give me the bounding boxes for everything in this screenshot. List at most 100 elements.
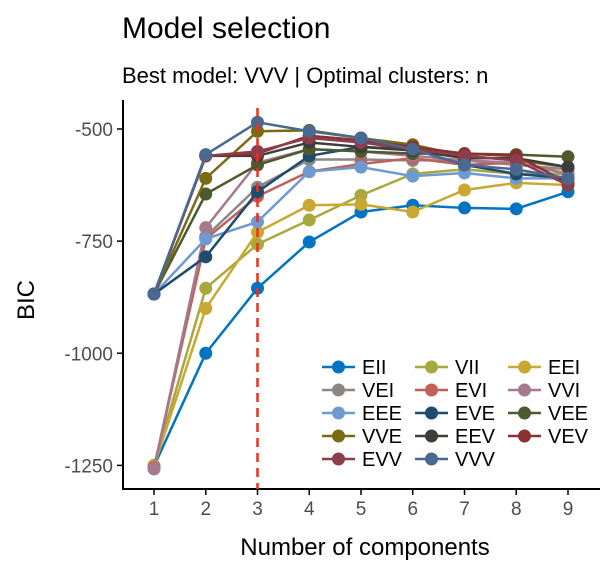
data-point-VII: [302, 213, 316, 227]
legend-item-EII: EII: [322, 357, 386, 379]
legend-label: EVV: [362, 449, 403, 471]
series-VVV: [147, 115, 575, 301]
data-point-VEE: [251, 158, 264, 172]
legend-key-point: [332, 383, 345, 397]
legend-key-point: [332, 452, 345, 466]
legend-key-point: [518, 383, 531, 397]
data-point-EEV: [561, 160, 575, 174]
legend-label: EEE: [362, 403, 402, 425]
legend: EII VII EEI VEI EVI VVI EEE EVE VEE VVE EEV VEV EVV V…: [322, 357, 589, 471]
legend-label: EVE: [455, 403, 495, 425]
data-point-EVE: [199, 250, 213, 264]
legend-label: EEI: [548, 357, 580, 379]
x-tick-label: 8: [511, 499, 522, 520]
legend-item-EEI: EEI: [508, 357, 580, 379]
data-point-VEE: [561, 150, 575, 164]
legend-item-VEV: VEV: [508, 426, 589, 448]
legend-label: VEV: [548, 426, 589, 448]
legend-item-VEE: VEE: [508, 403, 588, 425]
data-point-EVV: [458, 149, 471, 163]
legend-item-VVE: VVE: [322, 426, 402, 448]
y-tick-label: -750: [75, 232, 113, 253]
legend-label: VVI: [548, 380, 580, 402]
data-point-VVV: [354, 131, 368, 145]
legend-item-EEE: EEE: [322, 403, 402, 425]
legend-item-VII: VII: [415, 357, 479, 379]
data-point-VVV: [251, 115, 264, 129]
y-tick-label: -1000: [64, 344, 113, 365]
data-point-VVV: [147, 287, 161, 301]
legend-key-point: [425, 360, 438, 374]
plot-panel: -500 -750 -1000 -1250 1 2 3 4 5 6 7 8 9: [64, 100, 600, 520]
data-point-VVV: [458, 158, 471, 172]
legend-label: VVE: [362, 426, 402, 448]
data-point-EEI: [458, 183, 471, 197]
x-axis-label: Number of components: [240, 534, 489, 561]
chart-subtitle: Best model: VVV | Optimal clusters: n: [122, 63, 488, 88]
data-point-EEI: [199, 301, 213, 315]
data-point-VVV: [509, 162, 523, 176]
legend-key-point: [518, 406, 531, 420]
legend-item-VVI: VVI: [508, 380, 580, 402]
legend-label: EEV: [455, 426, 496, 448]
data-point-EEE: [406, 169, 420, 183]
x-tick-label: 4: [304, 499, 315, 520]
data-point-EEE: [199, 232, 213, 246]
x-tick-label: 7: [459, 499, 470, 520]
data-point-EEI: [406, 205, 420, 219]
legend-item-VVV: VVV: [415, 449, 496, 471]
legend-label: VII: [455, 357, 479, 379]
x-tick-label: 3: [252, 499, 263, 520]
data-point-VII: [199, 281, 213, 295]
legend-item-EVE: EVE: [415, 403, 495, 425]
data-point-EII: [458, 201, 471, 215]
data-point-EVV: [251, 144, 264, 158]
legend-label: EII: [362, 357, 386, 379]
data-point-VII: [354, 188, 368, 202]
legend-key-point: [332, 406, 345, 420]
x-tick-label: 1: [149, 499, 160, 520]
data-point-VVE: [199, 171, 213, 185]
data-point-EVV: [509, 153, 523, 167]
legend-label: VVV: [455, 449, 496, 471]
y-axis-label: BIC: [13, 280, 40, 320]
data-point-VVI: [147, 462, 161, 476]
data-point-EII: [199, 346, 213, 360]
data-point-EEE: [354, 160, 368, 174]
legend-label: EVI: [455, 380, 487, 402]
legend-item-EVV: EVV: [322, 449, 403, 471]
series-line-EII: [152, 190, 569, 467]
legend-key-point: [425, 383, 438, 397]
legend-item-VEI: VEI: [322, 380, 394, 402]
data-point-EEI: [354, 197, 368, 211]
x-tick-label: 2: [200, 499, 211, 520]
y-tick-label: -1250: [64, 456, 113, 477]
data-point-VVV: [406, 142, 420, 156]
chart-title: Model selection: [122, 12, 330, 45]
legend-item-EVI: EVI: [415, 380, 487, 402]
legend-key-point: [332, 429, 345, 443]
legend-key-point: [425, 406, 438, 420]
legend-key-point: [332, 360, 345, 374]
x-tick-label: 9: [563, 499, 574, 520]
legend-key-point: [518, 360, 531, 374]
y-tick-label: -500: [75, 120, 113, 141]
data-point-VVV: [561, 171, 575, 185]
data-point-VEE: [199, 187, 213, 201]
data-point-VVV: [199, 148, 213, 162]
data-point-EII: [302, 235, 316, 249]
data-point-EEI: [302, 198, 316, 212]
legend-key-point: [518, 429, 531, 443]
legend-label: VEI: [362, 380, 394, 402]
data-point-EEE: [302, 165, 316, 179]
data-point-EII: [509, 202, 523, 216]
legend-key-point: [425, 429, 438, 443]
data-point-VVI: [199, 221, 213, 235]
data-point-VVV: [302, 124, 316, 138]
legend-label: VEE: [548, 403, 588, 425]
x-tick-label: 6: [407, 499, 418, 520]
x-tick-label: 5: [356, 499, 367, 520]
legend-key-point: [425, 452, 438, 466]
legend-item-EEV: EEV: [415, 426, 496, 448]
